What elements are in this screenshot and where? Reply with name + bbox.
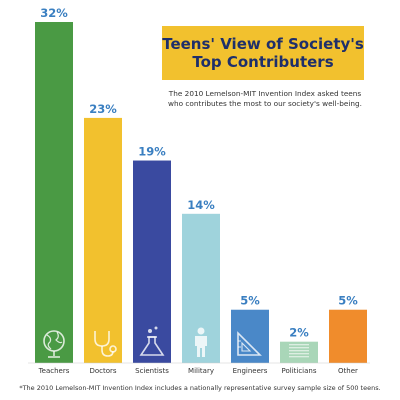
value-labels-group: 32% 23% 19% 14% 5% 2% 5%: [40, 6, 358, 340]
category-label-doctors: Doctors: [89, 367, 116, 375]
bar-politicians: [280, 341, 318, 363]
value-label-teachers: 32%: [40, 6, 68, 20]
category-labels-group: Teachers Doctors Scientists Military Enginee…: [38, 367, 358, 375]
category-label-teachers: Teachers: [38, 367, 70, 375]
stethoscope-icon: [94, 331, 117, 357]
bar-scientists: [133, 160, 171, 363]
category-label-scientists: Scientists: [135, 367, 169, 375]
subtitle-line-2: who contributes the most to our society'…: [168, 99, 362, 108]
chart-title-line-2: Top Contributers: [192, 53, 334, 71]
value-label-politicians: 2%: [289, 326, 309, 340]
chart-title-line-1: Teens' View of Society's: [162, 35, 364, 53]
ruler-triangle-icon: [237, 331, 262, 356]
category-label-engineers: Engineers: [233, 367, 268, 375]
value-label-military: 14%: [187, 198, 215, 212]
bar-doctors: [84, 117, 122, 363]
icons-group: [43, 326, 309, 358]
footnote: *The 2010 Lemelson-MIT Invention Index i…: [19, 384, 381, 392]
value-label-engineers: 5%: [240, 294, 260, 308]
value-label-other: 5%: [338, 294, 358, 308]
soldier-icon: [195, 327, 207, 357]
value-label-doctors: 23%: [89, 102, 117, 116]
bar-other: [329, 309, 367, 363]
category-label-military: Military: [188, 367, 214, 375]
document-icon: [289, 344, 309, 358]
category-label-politicians: Politicians: [282, 367, 317, 375]
bar-teachers: [35, 22, 73, 363]
category-label-other: Other: [338, 367, 358, 375]
value-label-scientists: 19%: [138, 145, 166, 159]
flask-icon: [139, 326, 165, 356]
title-box: Teens' View of Society's Top Contributer…: [162, 26, 364, 80]
globe-icon: [43, 330, 65, 358]
subtitle-line-1: The 2010 Lemelson-MIT Invention Index as…: [168, 89, 362, 98]
